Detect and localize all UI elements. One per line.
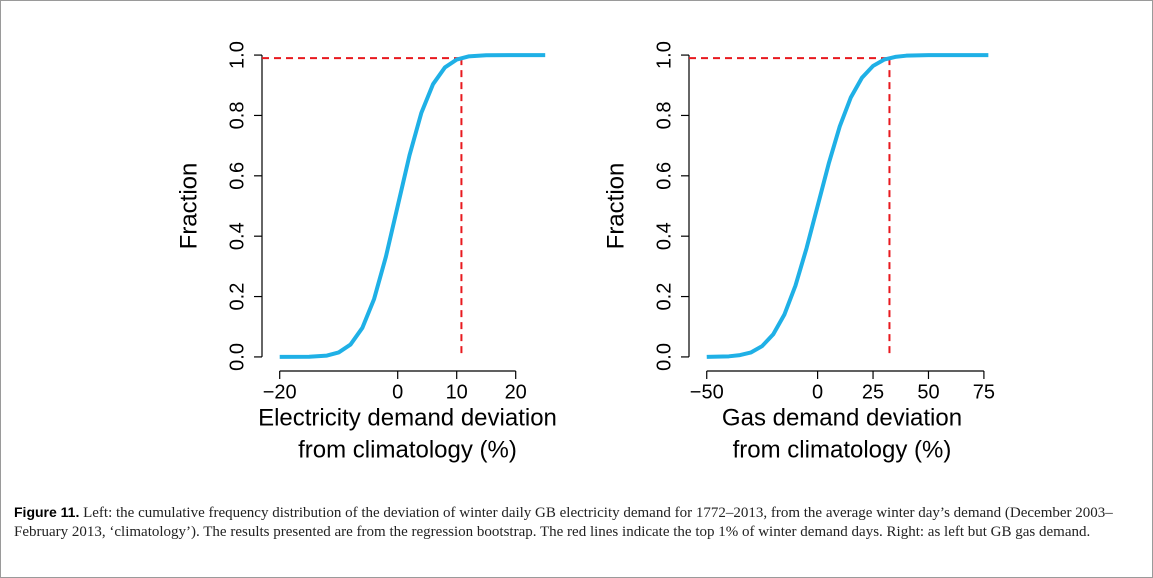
x-tick-label: 0 [392, 381, 403, 403]
x-tick-label: −20 [263, 381, 297, 403]
x-tick-label: 20 [505, 381, 527, 403]
x-axis-label: Gas demand deviation [722, 404, 962, 431]
y-tick-label: 0.2 [226, 283, 248, 311]
x-axis-label: Electricity demand deviation [258, 404, 557, 431]
y-tick-label: 0.8 [653, 102, 675, 130]
y-tick-label: 0.6 [226, 162, 248, 190]
x-tick-label: 10 [446, 381, 468, 403]
x-axis-label: from climatology (%) [298, 436, 517, 463]
cdf-curve [706, 53, 989, 359]
y-axis-label: Fraction [175, 163, 202, 250]
y-tick-label: 0.2 [653, 283, 675, 311]
x-tick-label: 50 [917, 381, 939, 403]
y-tick-label: 0.0 [653, 343, 675, 371]
y-tick-label: 0.4 [653, 222, 675, 250]
x-tick-label: 75 [973, 381, 995, 403]
x-tick-label: 25 [862, 381, 884, 403]
y-tick-label: 0.0 [226, 343, 248, 371]
caption-text: Left: the cumulative frequency distribut… [14, 505, 1113, 540]
x-axis-label: from climatology (%) [733, 436, 952, 463]
caption: Figure 11. Left: the cumulative frequenc… [14, 503, 1142, 542]
caption-label: Figure 11. [14, 504, 80, 520]
figure: 0.0 0.2 0.4 0.6 0.8 1.0 Fraction −20 0 10 20Electr… [175, 41, 995, 463]
y-tick-label: 1.0 [226, 41, 248, 69]
x-tick-label: −50 [690, 381, 724, 403]
y-axis-label: Fraction [602, 163, 629, 250]
y-tick-label: 0.6 [653, 162, 675, 190]
cdf-curve [279, 53, 546, 359]
x-tick-label: 0 [812, 381, 823, 403]
y-tick-label: 0.4 [226, 222, 248, 250]
y-tick-label: 0.8 [226, 102, 248, 130]
y-tick-label: 1.0 [653, 41, 675, 69]
